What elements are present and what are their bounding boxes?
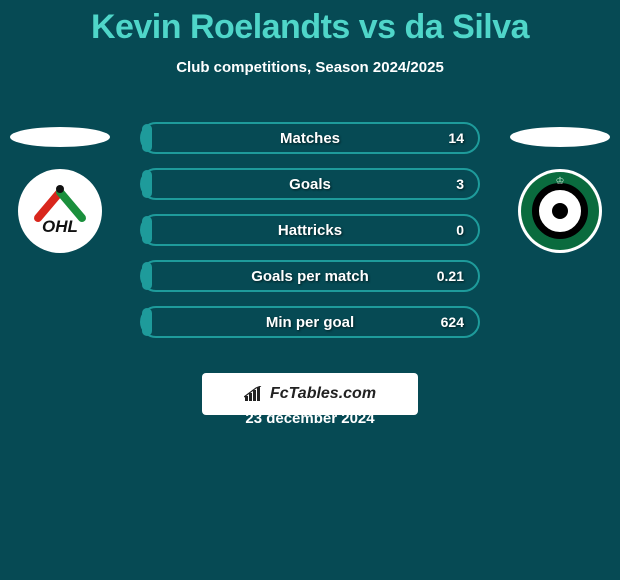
stat-fill bbox=[142, 262, 152, 290]
stat-value-right: 624 bbox=[441, 314, 464, 330]
stat-value-right: 3 bbox=[456, 176, 464, 192]
stat-label: Matches bbox=[280, 130, 340, 147]
cercle-logo-icon: ♔ bbox=[521, 172, 599, 250]
stat-fill bbox=[142, 308, 152, 336]
stats-list: Matches 14 Goals 3 Hattricks 0 Goals per… bbox=[140, 122, 480, 338]
crown-icon: ♔ bbox=[556, 176, 565, 187]
player-left-photo-placeholder bbox=[10, 127, 110, 147]
stat-row-hattricks: Hattricks 0 bbox=[140, 214, 480, 246]
svg-text:OHL: OHL bbox=[42, 217, 78, 236]
stat-row-min-per-goal: Min per goal 624 bbox=[140, 306, 480, 338]
player-right-photo-placeholder bbox=[510, 127, 610, 147]
stat-fill bbox=[142, 170, 152, 198]
player-right-column: ♔ bbox=[510, 127, 610, 253]
stat-row-matches: Matches 14 bbox=[140, 122, 480, 154]
club-badge-right: ♔ bbox=[518, 169, 602, 253]
ohl-logo-icon: OHL bbox=[23, 174, 97, 248]
page-title: Kevin Roelandts vs da Silva bbox=[0, 0, 620, 47]
stat-label: Min per goal bbox=[266, 314, 354, 331]
player-left-column: OHL bbox=[10, 127, 110, 253]
club-badge-left: OHL bbox=[18, 169, 102, 253]
stat-fill bbox=[142, 216, 152, 244]
date-line: 23 december 2024 bbox=[0, 410, 620, 427]
stat-label: Goals bbox=[289, 176, 331, 193]
stat-row-goals: Goals 3 bbox=[140, 168, 480, 200]
stat-label: Hattricks bbox=[278, 222, 342, 239]
brand-text: FcTables.com bbox=[270, 385, 376, 403]
stat-fill bbox=[142, 124, 152, 152]
stat-label: Goals per match bbox=[251, 268, 369, 285]
stat-value-right: 14 bbox=[448, 130, 464, 146]
bars-chart-icon bbox=[244, 386, 264, 402]
stat-row-goals-per-match: Goals per match 0.21 bbox=[140, 260, 480, 292]
stat-value-right: 0 bbox=[456, 222, 464, 238]
stat-value-right: 0.21 bbox=[437, 268, 464, 284]
brand-box[interactable]: FcTables.com bbox=[202, 373, 418, 415]
subtitle: Club competitions, Season 2024/2025 bbox=[0, 59, 620, 76]
